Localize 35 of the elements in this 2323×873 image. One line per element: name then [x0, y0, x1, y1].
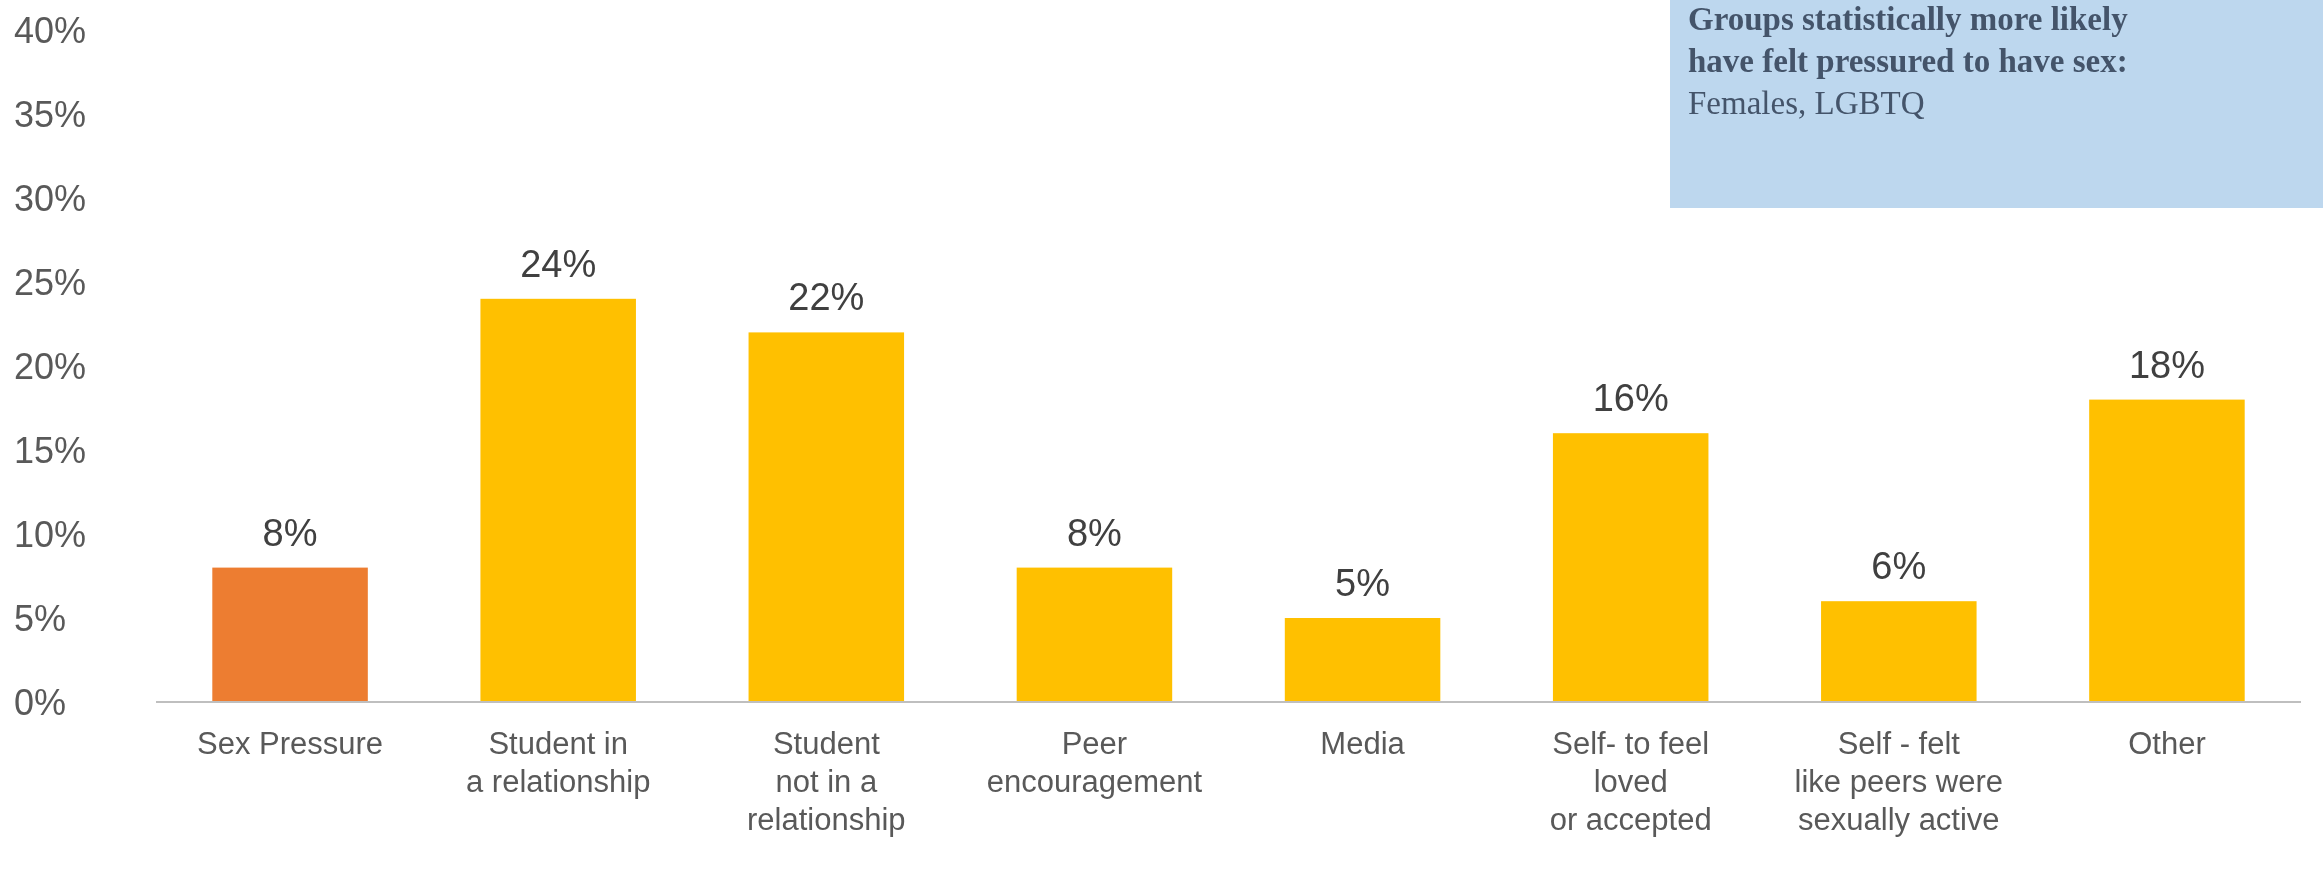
bar: [212, 567, 368, 702]
annotation: Females, LGBTQ: [1688, 85, 1925, 121]
data-label: 18%: [2128, 343, 2205, 386]
y-tick-label: 5%: [14, 597, 67, 639]
y-tick-label: 35%: [14, 93, 87, 135]
x-tick-label: Student in a relationship: [465, 726, 651, 799]
data-label: 5%: [1335, 562, 1391, 604]
bar: [1821, 601, 1977, 702]
data-label: 8%: [1066, 511, 1122, 554]
bar: [748, 332, 905, 702]
x-tick-label: Peer encouragement: [986, 726, 1203, 799]
bar: [480, 298, 636, 702]
data-label: 24%: [520, 242, 597, 285]
x-tick-label: Student not in a relationship: [747, 726, 906, 837]
y-tick-label: 0%: [14, 681, 67, 723]
x-tick-label: Self- to feel loved or accepted: [1549, 726, 1712, 837]
data-label: 16%: [1592, 377, 1669, 420]
x-tick-label: Other: [2128, 726, 2206, 761]
y-tick-label: 15%: [14, 429, 87, 471]
data-label: 22%: [788, 276, 865, 319]
x-tick-label: Self - felt like peers were sexually active: [1794, 726, 2004, 837]
bar: [1016, 567, 1173, 702]
data-label: 6%: [1871, 545, 1927, 588]
annotation: Groups statistically more likely have felt pressured to have sex:: [1688, 1, 2129, 79]
x-tick-label: Media: [1320, 726, 1406, 761]
x-tick-label: Sex Pressure: [197, 726, 384, 761]
y-tick-label: 40%: [14, 9, 87, 51]
y-tick-label: 20%: [14, 345, 87, 387]
bar: [1552, 433, 1709, 702]
data-label: 8%: [262, 511, 318, 554]
bar: [2089, 399, 2245, 702]
y-tick-label: 10%: [14, 513, 87, 555]
y-tick-label: 30%: [14, 177, 87, 219]
bar: [1284, 618, 1441, 702]
y-tick-label: 25%: [14, 261, 87, 303]
